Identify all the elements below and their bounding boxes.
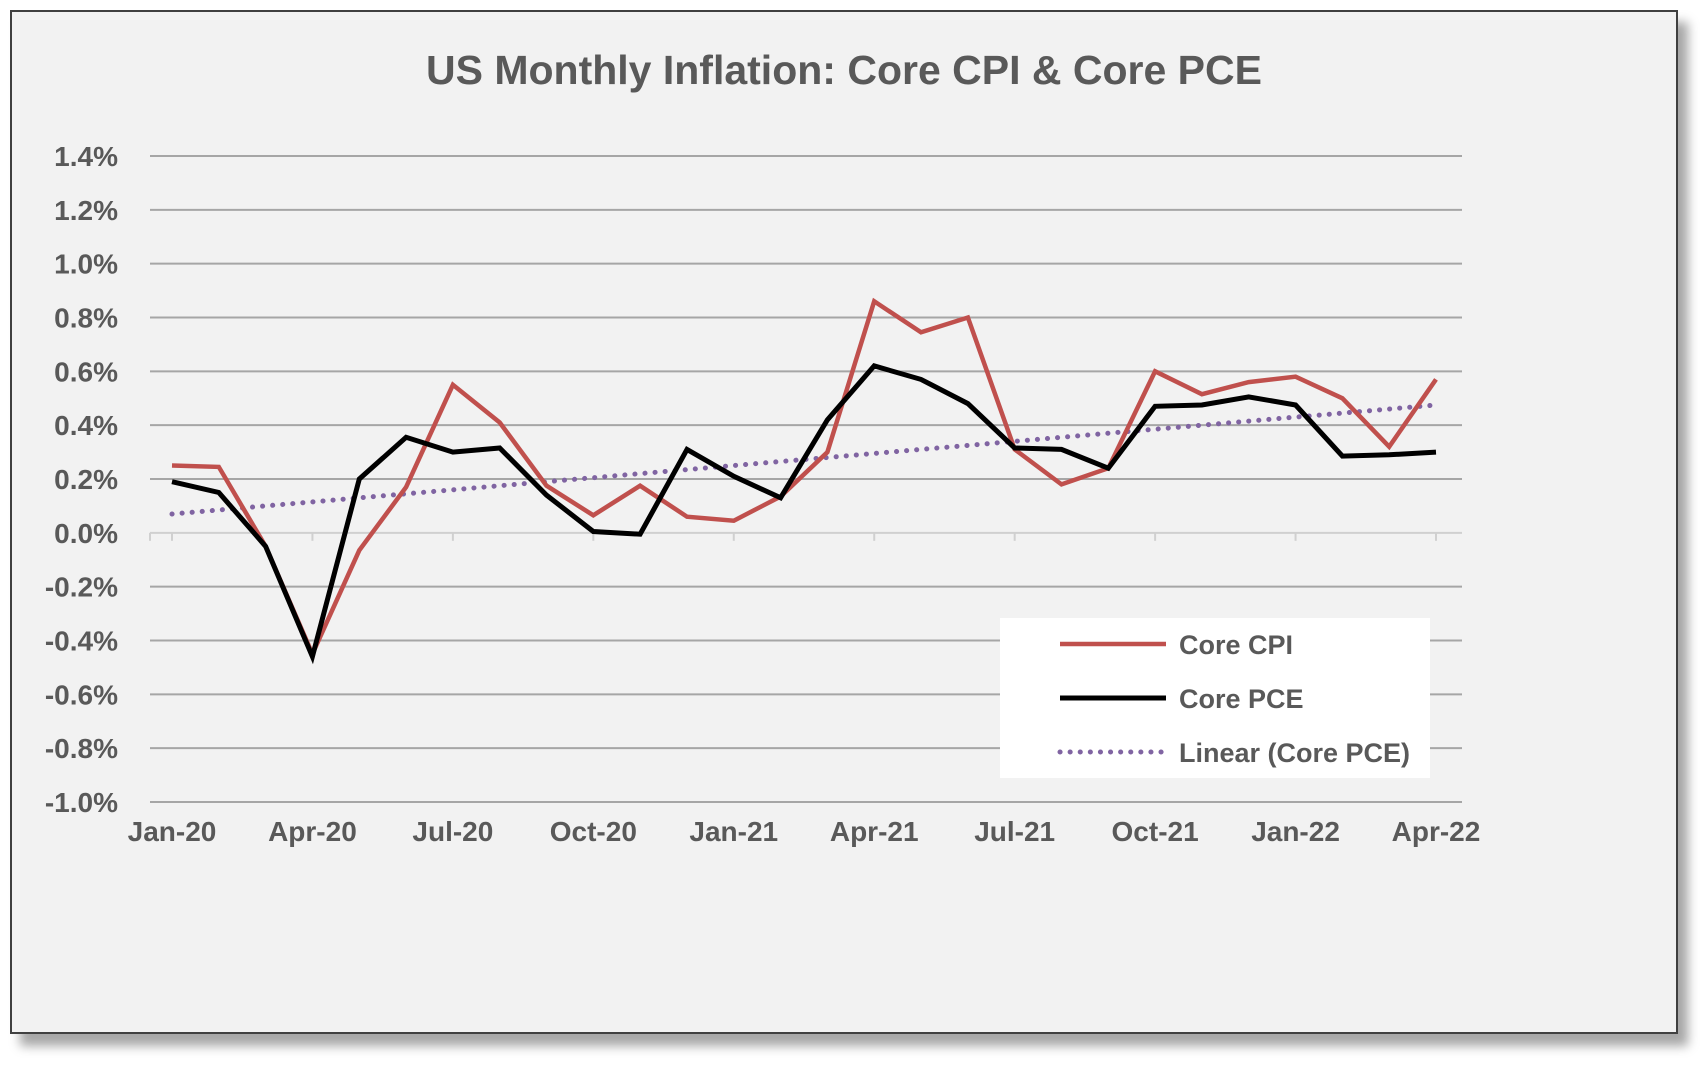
legend-label: Linear (Core PCE) [1179, 738, 1410, 768]
x-tick-label: Apr-21 [830, 816, 919, 847]
y-tick-label: -0.2% [45, 572, 118, 603]
y-tick-label: 0.6% [54, 356, 118, 387]
chart-frame: US Monthly Inflation: Core CPI & Core PC… [10, 10, 1678, 1034]
x-tick-label: Oct-20 [550, 816, 637, 847]
x-tick-label: Jul-20 [412, 816, 493, 847]
series-line-core-pce [171, 363, 1437, 665]
series-line-core-cpi [171, 297, 1438, 660]
x-tick-label: Jan-22 [1251, 816, 1340, 847]
y-tick-label: -1.0% [45, 787, 118, 818]
line-chart: US Monthly Inflation: Core CPI & Core PC… [45, 47, 1481, 847]
x-tick-label: Jul-21 [974, 816, 1055, 847]
y-tick-label: 1.0% [54, 249, 118, 280]
y-tick-label: 1.2% [54, 195, 118, 226]
y-tick-label: -0.4% [45, 626, 118, 657]
x-tick-label: Jan-21 [689, 816, 778, 847]
x-tick-label: Apr-20 [268, 816, 357, 847]
axes: 1.4% 1.2% 1.0% 0.8% 0.6% 0.4% 0.2% 0.0% -0.2% -0.… [45, 141, 1481, 847]
y-tick-label: 0.0% [54, 518, 118, 549]
legend-label: Core CPI [1179, 630, 1293, 660]
legend: Core CPI Core PCE Linear (Core PCE) [1000, 618, 1430, 778]
chart-title: US Monthly Inflation: Core CPI & Core PC… [426, 47, 1262, 93]
y-tick-label: 0.4% [54, 410, 118, 441]
y-tick-label: -0.8% [45, 733, 118, 764]
x-tick-label: Jan-20 [128, 816, 217, 847]
y-tick-label: 0.2% [54, 464, 118, 495]
y-tick-label: 0.8% [54, 303, 118, 334]
legend-label: Core PCE [1179, 684, 1304, 714]
y-tick-label: 1.4% [54, 141, 118, 172]
series-lines [169, 297, 1439, 665]
x-tick-label: Oct-21 [1112, 816, 1199, 847]
y-tick-label: -0.6% [45, 679, 118, 710]
x-tick-label: Apr-22 [1392, 816, 1481, 847]
